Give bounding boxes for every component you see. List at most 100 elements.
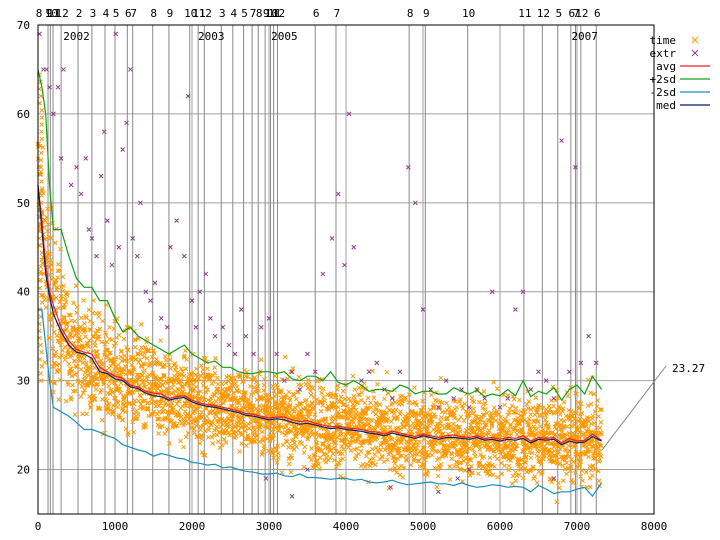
time-point: [57, 377, 63, 383]
time-point: [215, 439, 221, 444]
time-point: [140, 379, 146, 385]
time-point: [198, 427, 203, 433]
time-point: [87, 370, 93, 376]
time-point: [80, 390, 86, 396]
time-point: [64, 326, 69, 332]
time-point: [203, 385, 209, 390]
time-point: [215, 386, 221, 392]
time-point: [492, 405, 497, 411]
time-point: [495, 456, 500, 462]
time-point: [301, 450, 307, 455]
time-point: [560, 478, 566, 484]
time-point: [100, 372, 106, 378]
time-point: [52, 380, 57, 385]
legend-label: extr: [650, 47, 677, 60]
time-point: [319, 390, 324, 396]
time-point: [362, 400, 368, 406]
time-point: [288, 453, 294, 458]
time-point: [58, 246, 63, 252]
time-point: [57, 339, 63, 345]
y-tick-label: 50: [17, 197, 30, 210]
time-point: [326, 457, 331, 463]
extr-point: [397, 369, 403, 375]
time-point: [99, 387, 104, 393]
x-tick-label: 3000: [256, 520, 283, 533]
time-point: [212, 365, 218, 370]
year-label: 2007: [571, 30, 598, 43]
time-point: [183, 366, 189, 372]
extr-point: [274, 351, 280, 357]
extr-point: [505, 396, 511, 401]
time-point: [99, 417, 105, 423]
time-point: [181, 444, 186, 450]
time-point: [447, 464, 453, 469]
time-point: [198, 389, 204, 394]
time-point: [61, 314, 67, 320]
extr-point: [148, 298, 153, 303]
time-point: [287, 402, 293, 408]
time-point: [204, 413, 210, 419]
extr-point: [320, 271, 326, 277]
month-label: 11: [518, 7, 531, 20]
time-point: [318, 408, 324, 414]
time-point: [528, 412, 533, 417]
time-point: [288, 469, 294, 475]
time-point: [471, 406, 476, 412]
extr-point: [305, 351, 310, 357]
extr-point: [436, 489, 441, 495]
time-point: [86, 344, 92, 350]
extr-point: [586, 333, 591, 339]
y-tick-label: 30: [17, 375, 30, 388]
time-point: [56, 361, 62, 367]
extr-point: [104, 218, 110, 223]
extr-point: [374, 360, 380, 366]
extr-point: [83, 156, 89, 161]
time-point: [210, 440, 216, 446]
time-point: [277, 406, 283, 411]
time-point: [78, 337, 83, 343]
time-point: [144, 339, 149, 345]
time-point: [302, 444, 308, 450]
time-point: [326, 407, 332, 413]
time-point: [78, 394, 84, 399]
series-lines: [37, 69, 603, 498]
time-point: [383, 424, 388, 430]
time-point: [131, 380, 136, 386]
time-point: [180, 368, 185, 374]
time-point: [282, 400, 287, 406]
time-point: [290, 366, 296, 371]
time-point: [308, 392, 314, 398]
time-point: [182, 353, 187, 359]
extr-point: [113, 31, 119, 37]
time-point: [237, 449, 242, 454]
extr-point: [366, 369, 372, 375]
time-point: [261, 434, 267, 440]
time-point: [111, 326, 117, 332]
time-point: [174, 423, 180, 428]
time-point: [216, 430, 222, 435]
extr-point: [101, 129, 107, 135]
time-point: [57, 299, 63, 305]
extr-point: [513, 307, 518, 312]
time-point: [279, 377, 285, 382]
time-point: [99, 339, 105, 345]
time-point: [233, 434, 239, 439]
time-point: [227, 432, 232, 438]
last-value-annotation: 23.27: [601, 362, 705, 451]
time-point: [476, 471, 481, 477]
y-tick-label: 40: [17, 286, 30, 299]
time-point: [117, 386, 123, 392]
time-point: [306, 432, 312, 438]
time-point: [65, 382, 71, 388]
time-point: [557, 412, 563, 417]
time-point: [100, 360, 106, 366]
x-tick-label: 4000: [333, 520, 360, 533]
time-point: [131, 429, 137, 435]
time-point: [382, 396, 387, 402]
time-point: [111, 356, 117, 362]
time-point: [86, 373, 91, 378]
time-point: [132, 411, 137, 417]
time-point: [258, 357, 264, 363]
time-point: [90, 310, 96, 316]
time-point: [185, 420, 191, 426]
